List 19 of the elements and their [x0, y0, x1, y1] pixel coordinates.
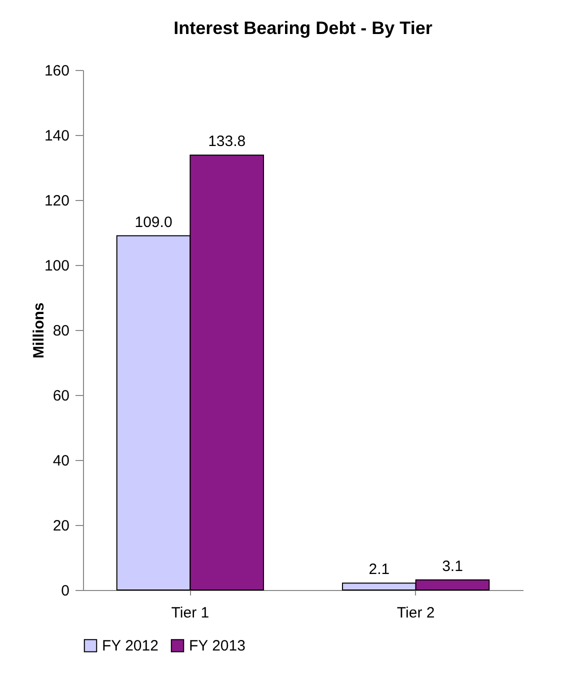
chart-title: Interest Bearing Debt - By Tier [174, 18, 432, 38]
y-axis-title: Millions [30, 302, 48, 358]
y-tick-label: 0 [61, 582, 70, 600]
x-tick-label: Tier 2 [396, 604, 435, 622]
y-tick-label: 60 [52, 388, 70, 404]
data-label: 3.1 [442, 558, 463, 575]
y-tick-label: 140 [44, 128, 70, 144]
y-tick-label: 40 [52, 452, 70, 470]
y-tick-label: 100 [44, 258, 70, 274]
legend-label: FY 2013 [189, 638, 246, 655]
y-tick-label: 160 [44, 62, 70, 80]
data-label: 109.0 [134, 214, 172, 231]
data-label: 2.1 [368, 561, 390, 578]
data-label: 133.8 [208, 133, 246, 150]
x-tick-label: Tier 1 [171, 604, 210, 622]
y-tick-label: 80 [52, 322, 70, 340]
y-tick-label: 20 [52, 518, 70, 534]
legend-label: FY 2012 [102, 638, 158, 655]
y-tick-label: 120 [44, 192, 70, 210]
